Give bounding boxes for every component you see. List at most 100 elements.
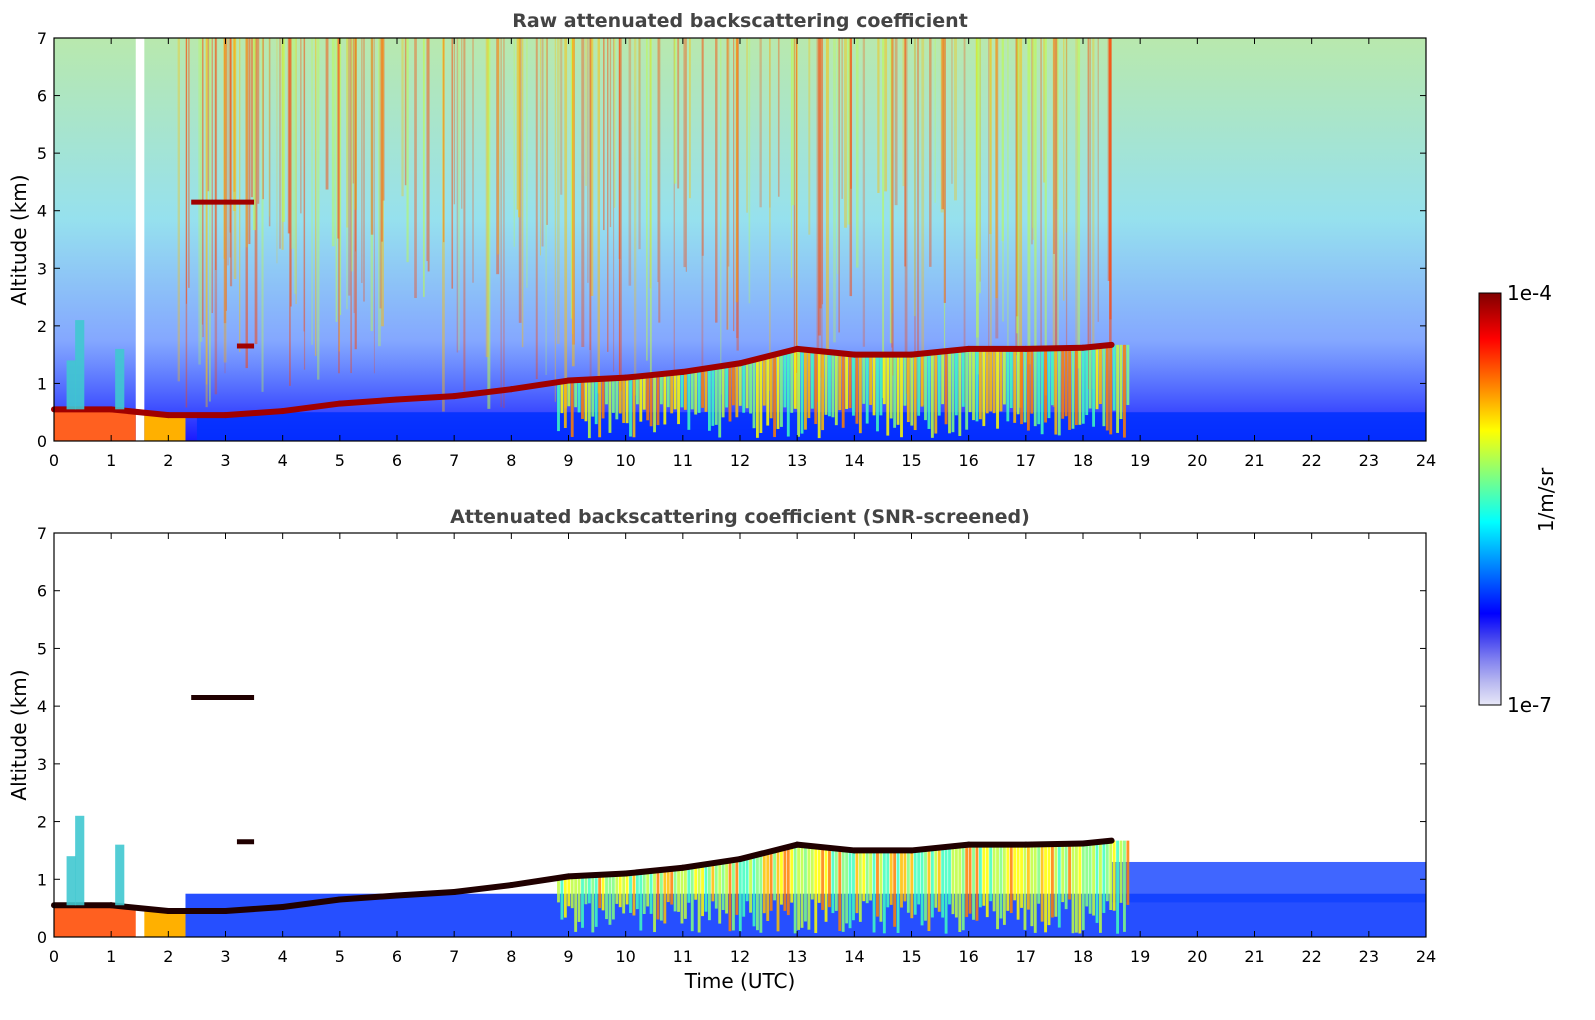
precipitation-streak [834, 352, 838, 426]
precipitation-streak [786, 847, 790, 916]
noise-streak [1053, 38, 1055, 254]
noise-streak [995, 38, 999, 339]
precipitation-streak [697, 369, 701, 413]
precipitation-streak [930, 352, 934, 438]
convective-plume [115, 844, 125, 906]
raw-panel-title: Raw attenuated backscattering coefficien… [512, 10, 968, 32]
precipitation-streak [1044, 844, 1047, 933]
precipitation-streak [821, 847, 825, 910]
precipitation-streak [659, 374, 663, 405]
precipitation-streak [707, 863, 711, 921]
precipitation-streak [670, 869, 674, 905]
noise-streak [314, 38, 317, 356]
noise-streak [628, 38, 632, 286]
noise-streak [404, 38, 407, 186]
precipitation-streak [632, 376, 636, 438]
precipitation-streak [978, 348, 982, 420]
precipitation-streak [869, 354, 873, 405]
noise-streak [406, 38, 409, 263]
noise-streak [351, 38, 353, 272]
noise-streak [638, 38, 641, 190]
noise-streak [916, 38, 920, 399]
x-tick-label: 12 [730, 451, 750, 470]
precipitation-streak [560, 381, 564, 414]
precipitation-streak [1023, 844, 1027, 930]
precipitation-streak [1088, 842, 1092, 914]
noise-streak [485, 38, 489, 358]
noise-streak [257, 38, 260, 204]
precipitation-streak [1112, 344, 1116, 411]
precipitation-streak [937, 351, 941, 416]
precipitation-streak [889, 354, 893, 419]
precipitation-streak [615, 378, 619, 420]
precipitation-streak [1013, 348, 1017, 423]
cloud-layer-segment [1022, 344, 1086, 352]
precipitation-streak [673, 868, 677, 912]
precipitation-streak [756, 855, 759, 931]
precipitation-streak [879, 850, 883, 922]
precipitation-streak [752, 360, 756, 429]
cloud-layer-segment [336, 892, 400, 903]
precipitation-streak [766, 356, 770, 426]
precipitation-streak [1074, 347, 1078, 426]
precipitation-streak [900, 354, 903, 438]
noise-streak [1089, 38, 1091, 392]
noise-streak [350, 38, 352, 374]
cloud-layer-segment [679, 856, 743, 871]
precipitation-streak [838, 848, 842, 931]
precipitation-streak [893, 850, 897, 927]
precipitation-streak [797, 844, 801, 930]
noise-streak [614, 38, 616, 207]
precipitation-streak [958, 845, 962, 932]
noise-streak [229, 38, 231, 233]
noise-streak [587, 38, 589, 283]
precipitation-streak [1047, 348, 1051, 419]
precipitation-streak [711, 863, 715, 902]
x-tick-label: 24 [1416, 451, 1436, 470]
precipitation-streak [756, 359, 759, 438]
precipitation-streak [790, 350, 794, 413]
snr-screened-panel: Attenuated backscattering coefficient (S… [7, 506, 1436, 993]
noise-streak [1040, 38, 1042, 405]
precipitation-streak [711, 367, 715, 426]
noise-streak [229, 38, 233, 287]
precipitation-streak [855, 354, 859, 424]
surface-aerosol-layer [54, 905, 136, 937]
noise-streak [891, 38, 894, 376]
precipitation-streak [924, 849, 927, 921]
x-tick-label: 11 [673, 947, 693, 966]
precipitation-streak [584, 875, 588, 905]
x-tick-label: 6 [392, 947, 402, 966]
surface-aerosol-layer [144, 911, 186, 937]
noise-streak [346, 38, 349, 228]
noise-streak [607, 38, 609, 352]
noise-streak [1097, 38, 1099, 322]
precipitation-streak [917, 849, 921, 905]
precipitation-streak [845, 353, 849, 409]
x-tick-label: 8 [506, 947, 516, 966]
noise-streak [589, 38, 592, 388]
precipitation-streak [1092, 346, 1096, 427]
noise-streak [185, 38, 188, 304]
precipitation-streak [704, 368, 708, 412]
noise-streak [1109, 38, 1112, 350]
noise-streak [451, 38, 454, 289]
precipitation-streak [653, 374, 656, 433]
x-tick-label: 11 [673, 451, 693, 470]
x-tick-label: 21 [1244, 947, 1264, 966]
convective-plume [115, 348, 125, 410]
noise-streak [325, 38, 329, 190]
x-tick-label: 5 [335, 947, 345, 966]
precipitation-streak [1009, 844, 1013, 914]
precipitation-streak [804, 845, 807, 922]
precipitation-streak [557, 382, 560, 432]
precipitation-streak [1054, 844, 1058, 917]
precipitation-streak [780, 848, 783, 905]
noise-streak [1077, 38, 1081, 369]
noise-streak [379, 38, 382, 309]
precipitation-streak [1105, 841, 1109, 902]
noise-streak [422, 38, 425, 297]
x-tick-label: 10 [615, 947, 635, 966]
precipitation-streak [910, 850, 914, 919]
noise-streak [720, 38, 722, 395]
